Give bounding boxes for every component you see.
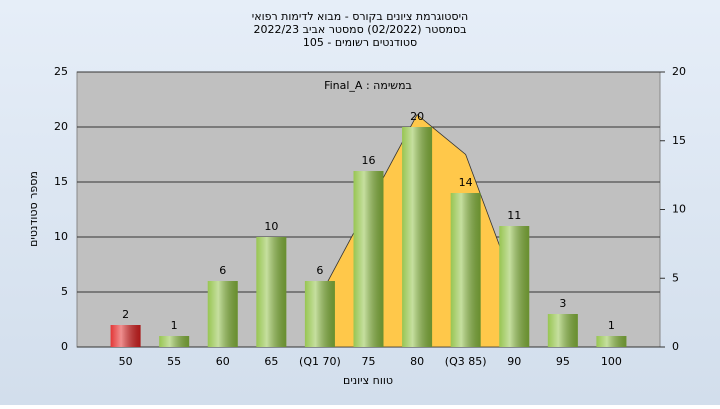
y2-tick-label: 0 (672, 340, 679, 353)
value-label: 1 (171, 319, 178, 332)
value-label: 10 (264, 220, 278, 233)
y-tick-label: 25 (54, 65, 68, 78)
bar-shine (110, 325, 141, 347)
bar-shine (304, 281, 335, 347)
y-tick-label: 15 (54, 175, 68, 188)
y2-tick-label: 20 (672, 65, 686, 78)
y-tick-label: 20 (54, 120, 68, 133)
bar-shine (450, 193, 481, 347)
bar-shine (596, 336, 627, 347)
value-label: 3 (559, 297, 566, 310)
x-tick-label: (Q3 85) (445, 355, 487, 368)
value-label: 11 (507, 209, 521, 222)
title-line: היסטוגרמת ציונים בקורס - מבוא לדימות רפו… (252, 10, 468, 23)
value-label: 14 (459, 176, 473, 189)
y-axis-label: מספר סטודנטים (27, 171, 40, 247)
x-tick-label: 75 (362, 355, 376, 368)
value-label: 1 (608, 319, 615, 332)
bar-shine (499, 226, 530, 347)
x-tick-label: 95 (556, 355, 570, 368)
bar-shine (159, 336, 190, 347)
y-tick-label: 0 (61, 340, 68, 353)
x-tick-label: 50 (119, 355, 133, 368)
y-tick-label: 10 (54, 230, 68, 243)
x-tick-label: 65 (264, 355, 278, 368)
x-tick-label: 80 (410, 355, 424, 368)
value-label: 6 (316, 264, 323, 277)
annotation: Final_A : במשימה (324, 79, 412, 92)
x-axis-label: טווח ציונים (343, 374, 393, 387)
y2-tick-label: 10 (672, 203, 686, 216)
title-line: בסמסטר (02/2022) סמסטר אביב 2022/23 (253, 23, 466, 36)
x-tick-label: 60 (216, 355, 230, 368)
title-line: סטודנטים רשומים - 105 (303, 36, 417, 49)
value-label: 20 (410, 110, 424, 123)
value-label: 16 (362, 154, 376, 167)
bar-shine (402, 127, 433, 347)
x-tick-label: (Q1 70) (299, 355, 341, 368)
value-label: 6 (219, 264, 226, 277)
x-tick-label: 90 (507, 355, 521, 368)
x-tick-label: 55 (167, 355, 181, 368)
value-label: 2 (122, 308, 129, 321)
x-tick-label: 100 (601, 355, 622, 368)
bar-shine (353, 171, 384, 347)
y2-tick-label: 15 (672, 134, 686, 147)
bar-shine (547, 314, 578, 347)
bar-shine (207, 281, 238, 347)
bar-shine (256, 237, 287, 347)
y-tick-label: 5 (61, 285, 68, 298)
y2-tick-label: 5 (672, 271, 679, 284)
